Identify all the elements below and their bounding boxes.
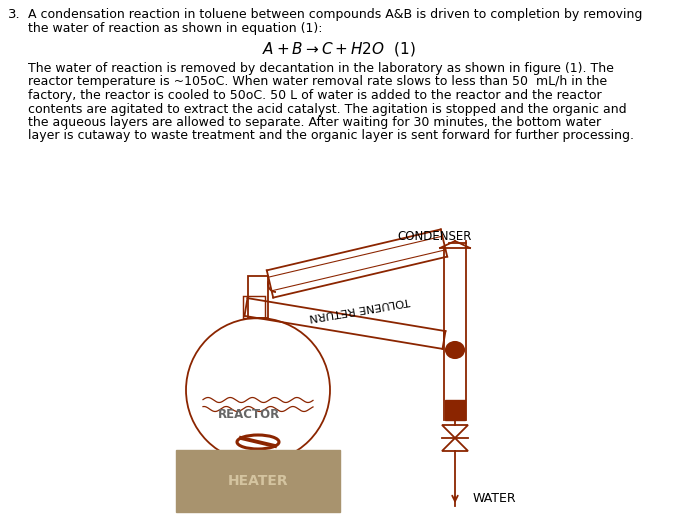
Text: HEATER: HEATER — [228, 474, 288, 488]
Text: factory, the reactor is cooled to 50oC. 50 L of water is added to the reactor an: factory, the reactor is cooled to 50oC. … — [28, 89, 601, 102]
Text: TOLUENE RETURN: TOLUENE RETURN — [308, 295, 412, 322]
Bar — [176, 450, 340, 512]
Text: WATER: WATER — [473, 492, 517, 505]
Text: The water of reaction is removed by decantation in the laboratory as shown in fi: The water of reaction is removed by deca… — [28, 62, 614, 75]
Ellipse shape — [446, 342, 464, 358]
Text: contents are agitated to extract the acid catalyst. The agitation is stopped and: contents are agitated to extract the aci… — [28, 103, 626, 115]
Text: A condensation reaction in toluene between compounds A&B is driven to completion: A condensation reaction in toluene betwe… — [28, 8, 642, 21]
Text: $A+B \rightarrow C+H2O\ \ (1)$: $A+B \rightarrow C+H2O\ \ (1)$ — [262, 40, 416, 58]
Text: CONDENSER: CONDENSER — [397, 231, 471, 244]
Text: the water of reaction as shown in equation (1):: the water of reaction as shown in equati… — [28, 22, 323, 35]
Text: the aqueous layers are allowed to separate. After waiting for 30 minutes, the bo: the aqueous layers are allowed to separa… — [28, 116, 601, 129]
Bar — [445, 400, 465, 420]
Text: REACTOR: REACTOR — [218, 408, 280, 421]
Text: 3.: 3. — [8, 8, 20, 21]
Text: reactor temperature is ~105oC. When water removal rate slows to less than 50  mL: reactor temperature is ~105oC. When wate… — [28, 75, 607, 89]
Bar — [248, 276, 268, 318]
Text: layer is cutaway to waste treatment and the organic layer is sent forward for fu: layer is cutaway to waste treatment and … — [28, 129, 634, 143]
Bar — [243, 296, 264, 318]
